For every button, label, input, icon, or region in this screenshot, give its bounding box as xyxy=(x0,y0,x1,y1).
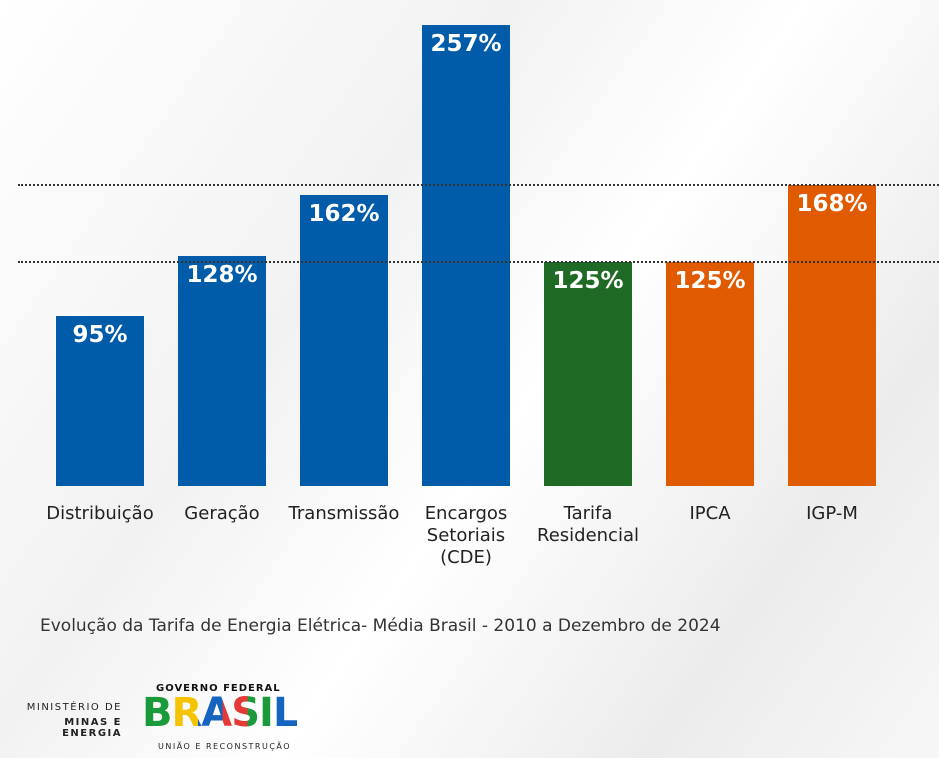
bar xyxy=(300,195,388,486)
bar xyxy=(666,261,754,486)
value-label: 125% xyxy=(674,267,746,294)
bar xyxy=(544,261,632,486)
bar xyxy=(422,25,510,486)
value-label: 128% xyxy=(186,262,258,289)
category-label: IPCA xyxy=(689,503,731,524)
value-label: 168% xyxy=(796,190,868,217)
category-label: IGP-M xyxy=(806,503,858,524)
ministry-line2: MINAS E ENERGIA xyxy=(62,717,122,739)
value-label: 125% xyxy=(552,267,624,294)
category-label: Distribuição xyxy=(46,503,154,524)
reference-line xyxy=(18,260,939,263)
category-label: Encargos Setoriais (CDE) xyxy=(424,503,508,568)
category-label: Tarifa Residencial xyxy=(537,503,639,546)
ministry-line1: MINISTÉRIO DE xyxy=(26,702,122,713)
value-label: 95% xyxy=(72,321,128,348)
gov-bottom: UNIÃO E RECONSTRUÇÃO xyxy=(158,742,292,751)
gov-logo: BRASIL xyxy=(142,690,298,736)
bar xyxy=(178,256,266,486)
reference-line xyxy=(18,183,939,186)
category-label: Transmissão xyxy=(288,503,400,524)
gov-top: GOVERNO FEDERAL xyxy=(156,683,281,694)
caption: Evolução da Tarifa de Energia Elétrica- … xyxy=(40,616,721,636)
value-label: 257% xyxy=(430,31,502,57)
value-label: 162% xyxy=(308,201,380,228)
category-label: Geração xyxy=(184,503,260,524)
bar xyxy=(56,315,144,486)
bar xyxy=(788,184,876,486)
